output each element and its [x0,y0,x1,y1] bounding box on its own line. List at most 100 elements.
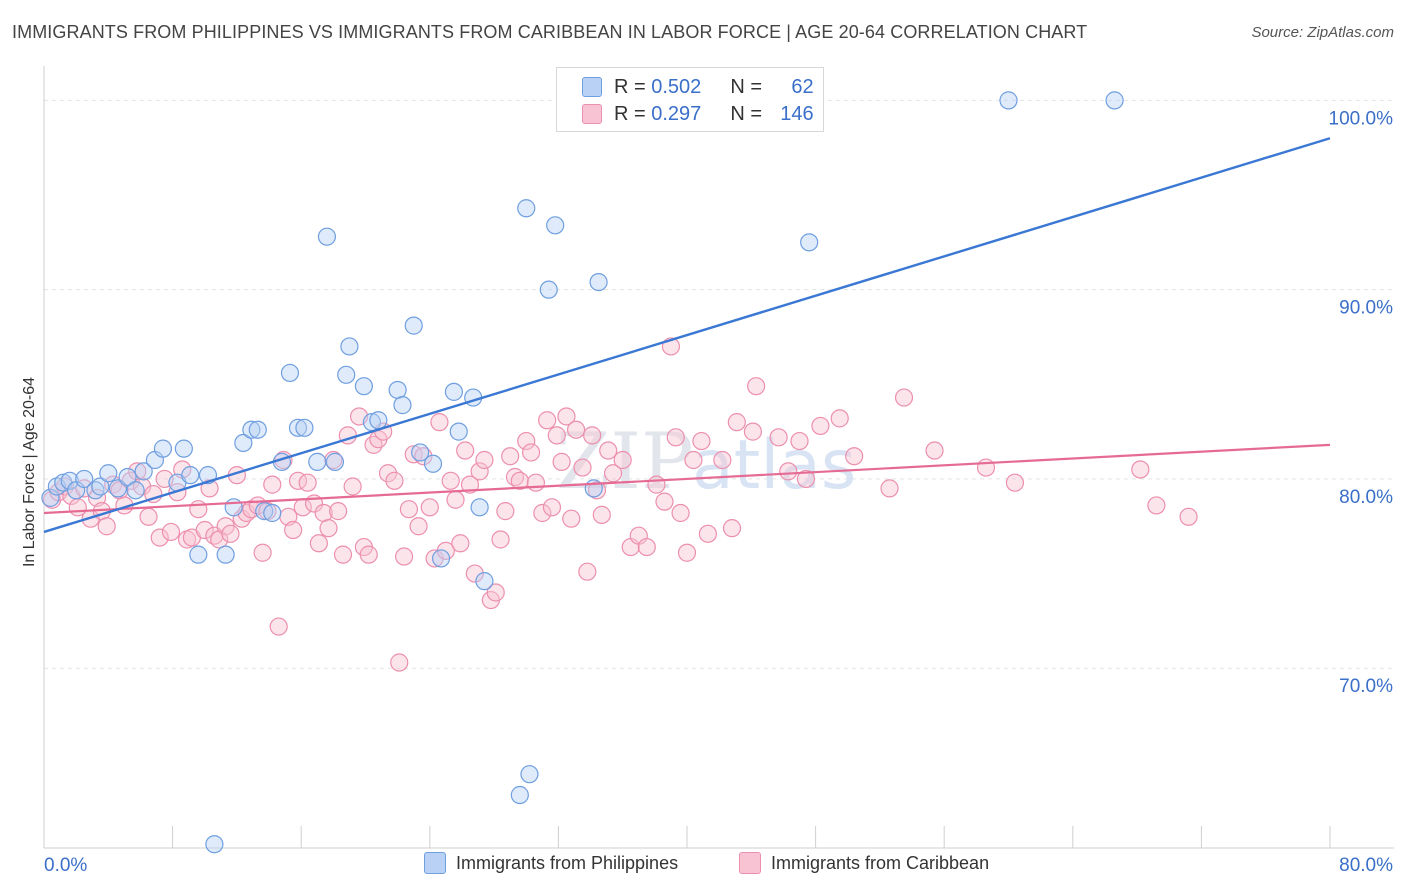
caribbean-point [578,562,597,581]
philippines-point [181,466,200,485]
caribbean-point [343,477,362,496]
caribbean-point [364,435,383,454]
caribbean-point [420,498,439,517]
philippines-point [449,422,468,441]
philippines-point [280,363,300,383]
caribbean-point [189,500,208,519]
n-label: N = [730,102,763,125]
caribbean-point [562,509,581,528]
caribbean-point [587,481,607,500]
philippines-point [388,380,407,400]
legend-swatch-pink [739,852,761,874]
legend-label: Immigrants from Philippines [456,852,679,873]
caribbean-point [97,517,116,536]
caribbean-point [698,524,717,543]
legend-swatch-pink [582,104,602,124]
philippines-point [75,469,94,489]
caribbean-point [394,547,414,566]
caribbean-point [359,545,378,564]
caribbean-point [263,475,282,494]
philippines-point [1105,91,1124,110]
caribbean-point [671,503,690,523]
caribbean-point [747,377,766,396]
caribbean-point [743,422,763,441]
caribbean-point [284,520,303,540]
x-tick-label: 0.0% [44,855,87,876]
caribbean-point [378,464,398,483]
caribbean-point [1147,496,1166,515]
caribbean-point [526,473,545,492]
n-label: N = [730,75,763,98]
caribbean-point [637,537,656,557]
chart-source: Source: ZipAtlas.com [1251,24,1394,41]
philippines-point [423,454,443,473]
y-tick-label: 80.0% [1339,487,1393,508]
caribbean-point [333,545,353,564]
caribbean-point [599,441,618,460]
caribbean-point [451,534,470,553]
caribbean-point [692,431,711,451]
caribbean-point [547,426,566,445]
gridlines [44,99,1394,669]
philippines-point [431,549,451,568]
caribbean-point [521,443,541,462]
legend-swatch-blue [582,77,602,97]
philippines-point [337,365,356,384]
caribbean-point [811,416,830,436]
caribbean-point [566,420,586,439]
caribbean-point [533,503,552,523]
caribbean-point [552,452,571,471]
r-label: R = [614,75,646,98]
caribbean-point [1005,473,1025,492]
caribbean-point [779,462,798,481]
caribbean-point [430,413,449,432]
philippines-point [475,572,494,591]
philippines-point [174,439,193,458]
philippines-point [216,545,235,564]
philippines-point [248,420,267,439]
legend-item-caribbean: Immigrants from Caribbean [739,852,989,874]
caribbean-point [139,507,158,526]
philippines-point [444,382,464,401]
caribbean-point [925,441,944,460]
caribbean-point [253,543,272,562]
caribbean-point [460,475,480,494]
philippines-point [189,545,208,564]
caribbean-point [1131,460,1150,479]
y-tick-label: 90.0% [1339,298,1393,319]
legend-swatch-blue [424,852,446,874]
caribbean-point [592,505,611,524]
caribbean-point [655,492,674,511]
philippines-point [325,452,345,471]
caribbean-point [491,530,510,549]
caribbean-point [722,519,742,538]
caribbean-point [713,450,732,470]
caribbean-point [542,498,562,517]
caribbean-point [329,502,348,521]
philippines-point [520,765,539,784]
chart-title: IMMIGRANTS FROM PHILIPPINES VS IMMIGRANT… [12,22,1088,42]
caribbean-point [684,450,703,470]
caribbean-point [666,428,685,447]
n-value: 62 [791,75,814,98]
caribbean-point [769,428,788,447]
philippines-point [393,396,412,415]
correlation-legend: R = 0.502 N = 62 R = 0.297 N = 146 [556,67,824,132]
x-tick-label: 80.0% [1339,855,1393,876]
philippines-point [340,337,359,356]
caribbean-point [583,426,602,445]
philippines-point [546,216,565,235]
caribbean-point [195,520,214,540]
philippines-point [242,420,261,439]
legend-row-philippines: R = 0.502 N = 62 [582,75,814,99]
caribbean-point [200,479,219,498]
caribbean-point [385,471,404,490]
watermark-zip: ZIP [556,417,694,507]
caribbean-point [399,500,419,519]
philippines-point [800,233,819,252]
philippines-point [584,479,603,498]
philippines-point [317,227,337,246]
caribbean-point [501,447,520,466]
philippines-point [126,481,145,500]
caribbean-point [441,471,460,490]
